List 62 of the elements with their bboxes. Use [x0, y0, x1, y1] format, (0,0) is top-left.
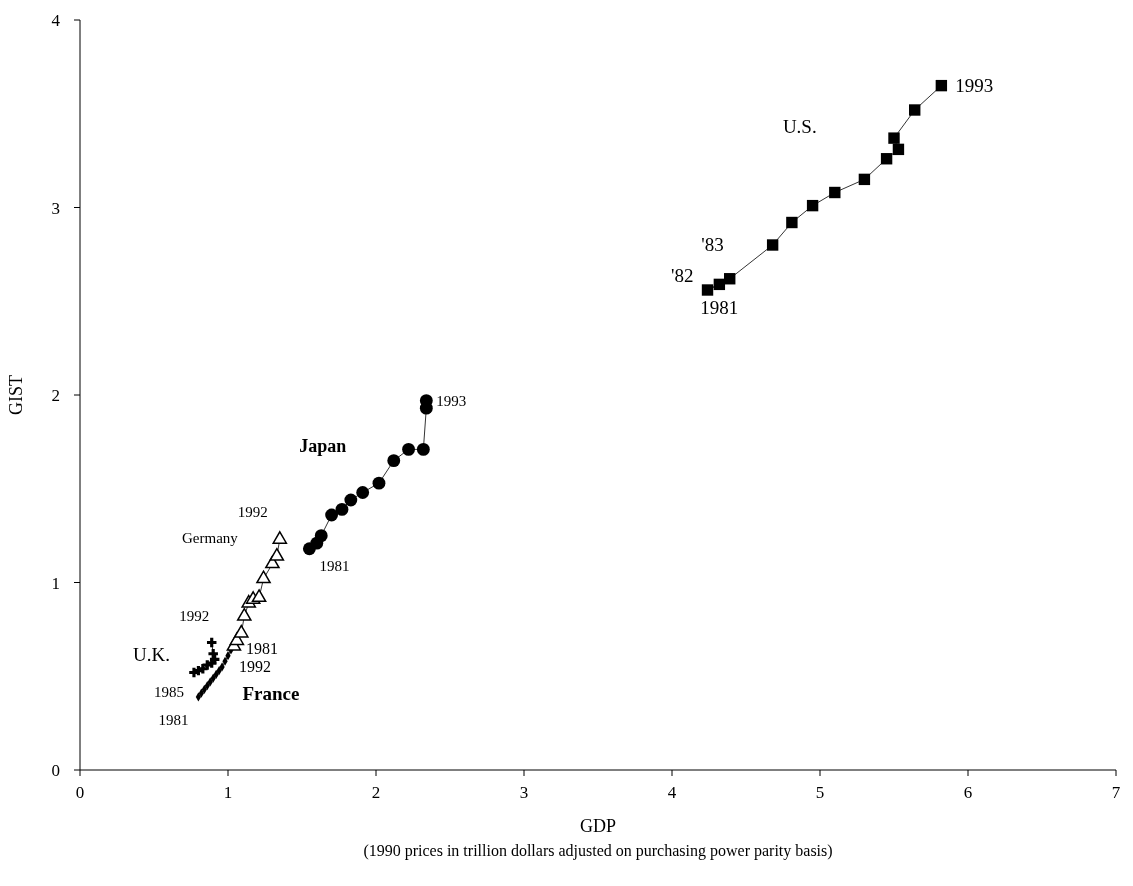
x-tick-label: 3 [519, 783, 529, 803]
series-label: France [242, 683, 300, 704]
point [233, 624, 249, 638]
x-tick-label: 1 [223, 783, 233, 803]
series-label: U.K. [133, 643, 170, 665]
annotation: '82 [671, 265, 694, 286]
point [701, 284, 714, 296]
point [195, 692, 202, 702]
annotation: 1981 [158, 711, 189, 728]
y-tick-label: 2 [51, 386, 60, 406]
point [335, 502, 349, 516]
point [858, 173, 871, 186]
point [372, 476, 386, 490]
x-tick-label: 0 [75, 783, 85, 803]
point [724, 273, 736, 285]
annotation: '83 [701, 233, 724, 255]
point [892, 143, 905, 156]
text: U.S. [782, 115, 817, 137]
point [325, 508, 339, 522]
annotation: 1981 [700, 297, 739, 319]
point [356, 486, 370, 499]
point [387, 454, 401, 468]
point [344, 493, 358, 507]
text: Germany [181, 530, 239, 547]
x-tick-label: 5 [815, 783, 825, 803]
point [935, 79, 948, 92]
y-axis-title: GIST [6, 375, 26, 415]
point [314, 529, 328, 543]
annotation: 1981 [319, 557, 350, 574]
annotation: 1992 [238, 658, 271, 675]
point [888, 132, 900, 144]
point [206, 637, 217, 648]
point [272, 531, 288, 544]
annotation: 1993 [955, 74, 994, 96]
point [402, 442, 415, 456]
series-label: Japan [299, 436, 347, 456]
point [208, 649, 218, 659]
annotation: 1992 [179, 607, 210, 624]
y-tick-label: 0 [51, 761, 60, 781]
x-tick-label: 7 [1111, 783, 1121, 803]
point [416, 442, 430, 456]
annotation: 1992 [237, 504, 268, 521]
point [256, 570, 271, 584]
point [880, 153, 893, 165]
y-tick-label: 4 [51, 11, 61, 31]
point [829, 186, 841, 199]
y-tick-label: 3 [51, 198, 60, 218]
annotation: 1993 [436, 392, 467, 409]
point [766, 239, 779, 251]
point [236, 607, 252, 621]
point [909, 104, 921, 116]
x-tick-label: 2 [371, 783, 381, 803]
annotation: 1985 [153, 683, 184, 700]
annotation: 1981 [245, 640, 278, 658]
point [269, 547, 285, 561]
point [786, 216, 798, 229]
y-tick-label: 1 [51, 573, 60, 593]
point [251, 589, 267, 603]
x-tick-label: 6 [963, 783, 973, 803]
point [806, 199, 819, 212]
x-tick-label: 4 [667, 783, 677, 803]
x-axis-title: GDP (1990 prices in trillion dollars adjusted on purchasing power parity basis) [363, 816, 833, 860]
